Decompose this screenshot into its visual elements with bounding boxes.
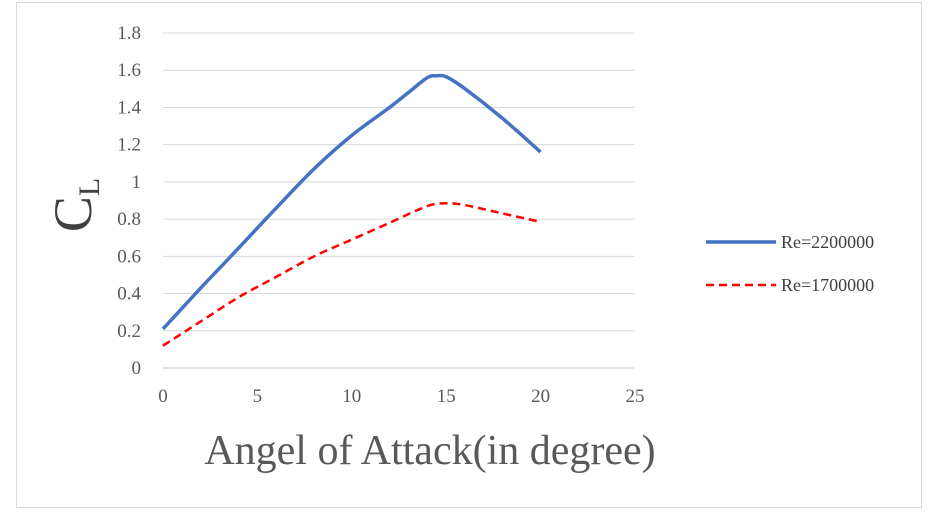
y-axis-label-subscript: L — [73, 178, 106, 196]
y-tick-label: 1.4 — [117, 97, 141, 118]
series-line-2 — [162, 202, 541, 347]
legend-label-1: Re=2200000 — [781, 232, 874, 252]
y-tick-label: 0.6 — [117, 246, 141, 267]
x-tick-label: 20 — [531, 386, 550, 407]
gridlines — [163, 32, 635, 369]
chart-frame — [16, 2, 922, 508]
y-tick-label: 1 — [132, 172, 142, 193]
y-axis-label-main: C — [43, 196, 103, 232]
x-tick-label: 0 — [158, 386, 168, 407]
x-axis-label: Angel of Attack(in degree) — [204, 428, 655, 474]
y-tick-label: 0.8 — [117, 209, 141, 230]
legend: Re=2200000 Re=1700000 — [706, 232, 874, 295]
y-tick-label: 0.2 — [117, 321, 141, 342]
series-lines — [161, 73, 542, 347]
series-line-1 — [161, 73, 542, 331]
y-tick-label: 1.8 — [117, 23, 141, 44]
y-tick-label: 1.6 — [117, 60, 141, 81]
legend-label-2: Re=1700000 — [781, 275, 874, 295]
x-tick-label: 10 — [342, 386, 361, 407]
x-tick-label: 25 — [626, 386, 645, 407]
y-tick-label: 0 — [132, 358, 142, 379]
x-tick-label: 5 — [253, 386, 263, 407]
y-tick-label: 1.2 — [117, 135, 141, 156]
y-axis-label: CL — [43, 178, 106, 232]
x-tick-label: 15 — [437, 386, 456, 407]
x-tick-labels: 0 5 10 15 20 25 — [158, 386, 644, 407]
y-tick-label: 0.4 — [117, 284, 141, 305]
y-tick-labels: 0 0.2 0.4 0.6 0.8 1 1.2 1.4 1.6 1.8 — [117, 23, 141, 379]
